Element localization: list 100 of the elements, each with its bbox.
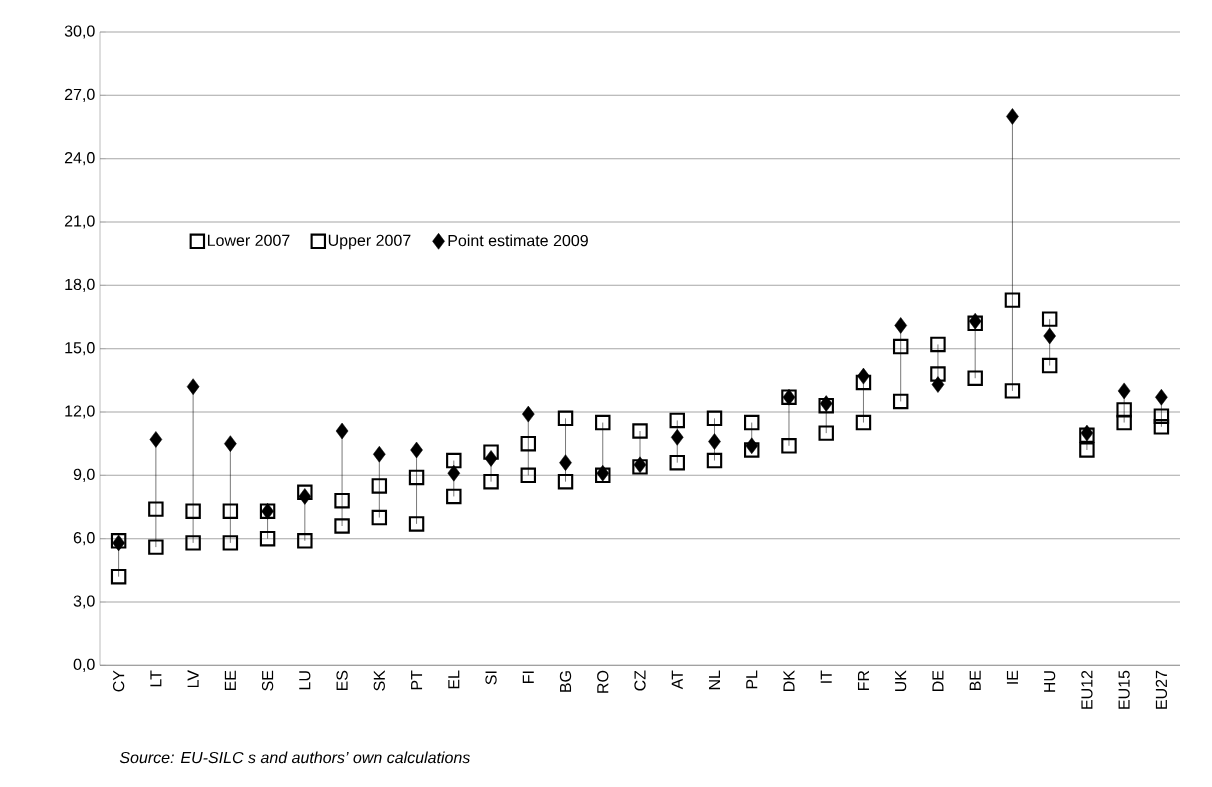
point <box>855 414 872 431</box>
x-tick-label: FI <box>522 671 534 684</box>
point <box>930 366 946 382</box>
point <box>1041 357 1058 374</box>
point <box>892 338 909 355</box>
x-tick-label: EU12 <box>1081 671 1093 709</box>
point <box>1004 383 1021 399</box>
point <box>744 414 760 431</box>
point <box>373 446 386 463</box>
x-tick-label: PL <box>746 670 758 689</box>
point <box>745 437 758 455</box>
point <box>857 368 870 385</box>
point <box>931 376 945 393</box>
x-tick-label: SK <box>373 670 385 691</box>
x-tick-label: FR <box>857 670 869 691</box>
x-tick-label: LU <box>299 671 311 690</box>
point <box>335 422 349 440</box>
y-tick-label: 18,0 <box>65 278 95 293</box>
x-tick-label: NL <box>709 670 720 690</box>
point <box>669 455 685 471</box>
point <box>632 423 648 439</box>
point <box>447 465 461 482</box>
x-tick-label: CZ <box>634 670 646 691</box>
point <box>892 393 909 410</box>
point <box>708 433 721 450</box>
x-tick-label: HU <box>1044 671 1056 692</box>
point <box>1153 419 1170 435</box>
point <box>371 509 388 526</box>
x-tick-label: EL <box>448 670 460 689</box>
point <box>186 378 200 396</box>
point <box>781 438 797 454</box>
point <box>148 501 164 518</box>
point <box>483 474 499 490</box>
x-tick-label: RO <box>597 670 609 693</box>
point <box>298 488 312 505</box>
point <box>706 410 723 427</box>
y-tick-label: 6,0 <box>73 532 95 546</box>
point <box>1155 389 1168 406</box>
x-tick-label: BG <box>559 671 572 692</box>
y-tick-label: 15,0 <box>65 342 95 356</box>
x-tick-label: DK <box>783 670 795 692</box>
point <box>297 484 313 501</box>
point <box>110 569 127 585</box>
point <box>371 478 388 494</box>
x-tick-label: EE <box>224 670 236 691</box>
legend-label: Point estimate 2009 <box>448 234 588 247</box>
point <box>259 531 276 547</box>
y-tick-label: 24,0 <box>64 152 95 166</box>
point <box>446 488 462 505</box>
point <box>818 425 834 441</box>
y-tick-label: 12,0 <box>65 405 95 419</box>
x-tick-label: SE <box>261 670 274 691</box>
point <box>559 454 572 472</box>
legend-label: Lower 2007 <box>207 234 290 247</box>
point <box>670 429 684 446</box>
x-tick-label: EU15 <box>1118 670 1130 709</box>
point <box>224 435 237 453</box>
legend-label: Upper 2007 <box>328 234 411 250</box>
x-tick-label: IE <box>1006 670 1018 684</box>
x-tick-label: CY <box>112 670 125 692</box>
point <box>1117 382 1131 400</box>
point <box>930 336 946 353</box>
point <box>522 406 535 423</box>
point <box>1079 442 1095 458</box>
point <box>557 410 574 427</box>
point <box>1041 311 1058 328</box>
point <box>1116 402 1132 418</box>
point <box>520 467 537 484</box>
point <box>595 414 611 431</box>
x-tick-label: IT <box>820 670 832 683</box>
y-tick-label: 3,0 <box>73 595 95 609</box>
y-tick-label: 0,0 <box>73 658 95 673</box>
point <box>408 516 425 532</box>
point <box>222 535 239 551</box>
point <box>148 539 164 556</box>
point <box>1043 327 1056 345</box>
point <box>484 450 498 467</box>
point <box>185 535 201 551</box>
x-tick-label: AT <box>671 670 683 690</box>
point <box>1004 292 1021 308</box>
x-tick-label: LV <box>187 670 199 688</box>
point <box>297 533 313 549</box>
y-tick-label: 9,0 <box>73 468 95 483</box>
y-tick-label: 30,0 <box>64 25 95 39</box>
point <box>149 431 163 448</box>
y-tick-label: 21,0 <box>64 215 95 229</box>
x-tick-label: LT <box>150 670 162 687</box>
point <box>706 452 723 469</box>
point <box>446 452 462 469</box>
x-tick-label: DE <box>932 670 944 692</box>
text: Source: EU-SILC s and authors’ own calculations <box>119 751 470 764</box>
point <box>1153 408 1170 425</box>
point <box>855 374 872 391</box>
point <box>185 503 201 520</box>
point <box>334 493 350 509</box>
x-tick-label: UK <box>895 670 907 692</box>
point <box>967 370 983 387</box>
point <box>894 317 907 334</box>
point <box>669 412 685 429</box>
x-tick-label: BE <box>969 670 981 691</box>
